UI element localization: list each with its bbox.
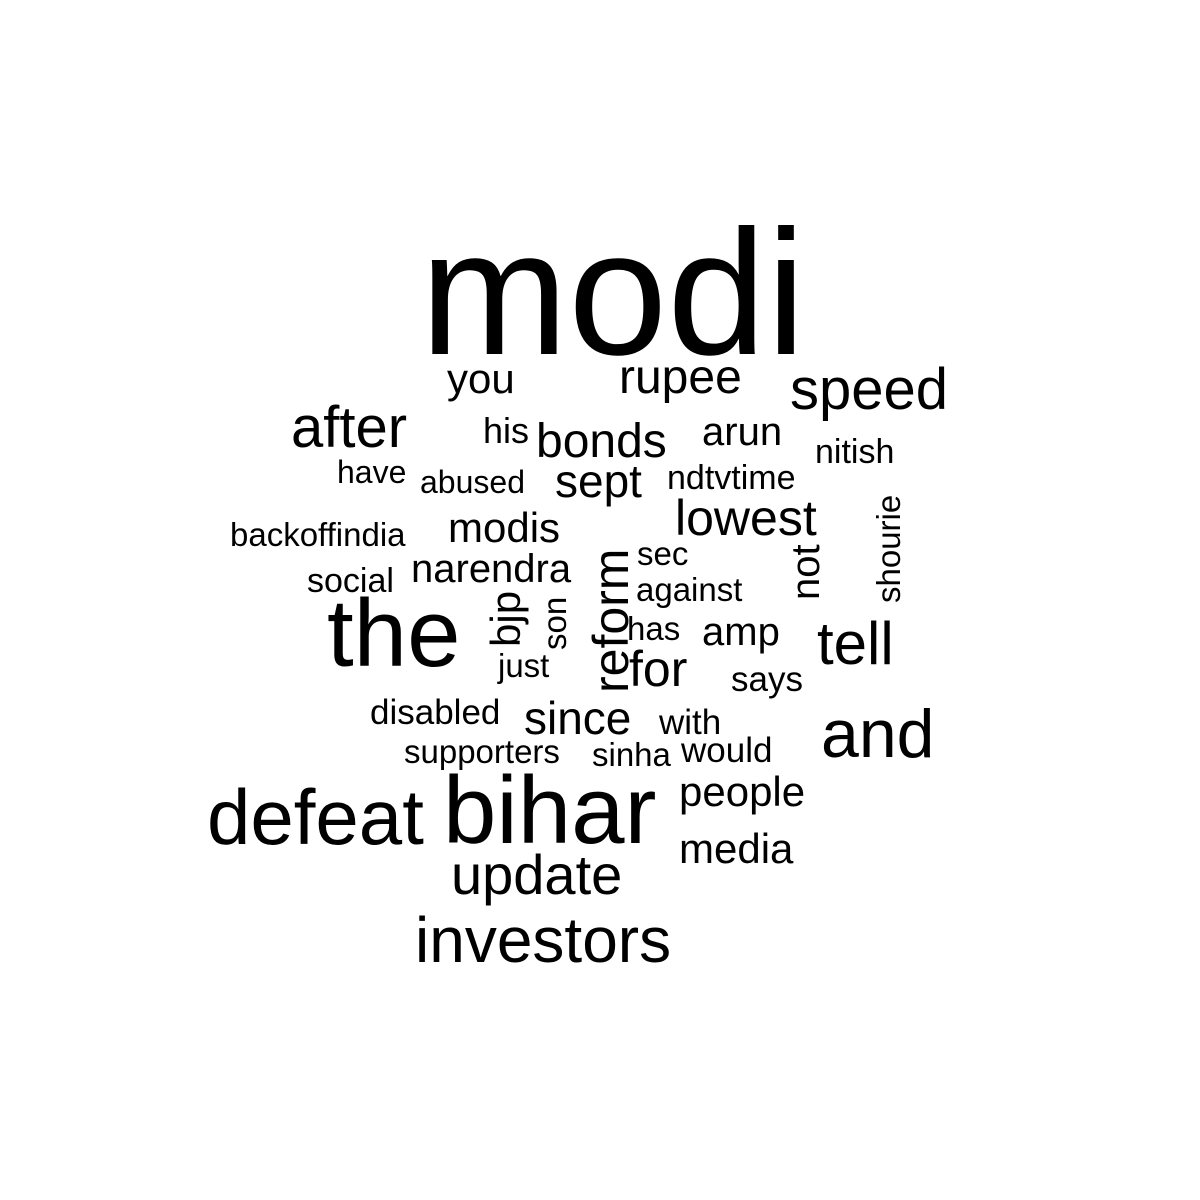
word-social: social xyxy=(307,562,394,600)
word-nitish: nitish xyxy=(815,433,895,471)
word-bonds: bonds xyxy=(536,415,667,468)
word-says: says xyxy=(731,660,803,699)
word-son: son xyxy=(536,596,573,650)
word-with: with xyxy=(659,703,722,742)
word-and: and xyxy=(821,696,935,772)
word-media: media xyxy=(679,825,794,872)
word-investors: investors xyxy=(415,904,672,976)
word-shourie: shourie xyxy=(870,494,907,603)
word-sec: sec xyxy=(637,535,689,572)
word-has: has xyxy=(627,610,681,647)
word-have: have xyxy=(337,454,407,490)
word-for: for xyxy=(629,641,688,697)
word-supporters: supporters xyxy=(404,733,560,770)
word-amp: amp xyxy=(702,610,780,654)
word-sinha: sinha xyxy=(592,736,671,773)
word-rupee: rupee xyxy=(619,351,742,404)
word-arun: arun xyxy=(702,410,783,454)
word-not: not xyxy=(784,544,828,600)
word-since: since xyxy=(524,692,632,744)
word-ndtvtime: ndtvtime xyxy=(667,459,796,497)
word-defeat: defeat xyxy=(207,773,424,861)
word-bihar: bihar xyxy=(443,757,657,864)
word-modis: modis xyxy=(448,504,561,551)
word-modi: modi xyxy=(420,193,806,392)
word-against: against xyxy=(636,571,743,608)
word-the: the xyxy=(327,580,461,687)
word-people: people xyxy=(679,768,806,815)
word-disabled: disabled xyxy=(370,693,501,732)
word-bjp: bjp xyxy=(482,590,529,647)
word-speed: speed xyxy=(790,357,949,422)
word-update: update xyxy=(451,843,623,906)
word-after: after xyxy=(291,395,408,460)
word-would: would xyxy=(681,731,773,770)
word-sept: sept xyxy=(555,455,642,507)
word-just: just xyxy=(498,647,550,684)
word-abused: abused xyxy=(420,464,525,500)
word-lowest: lowest xyxy=(675,490,817,546)
word-his: his xyxy=(483,410,530,451)
word-you: you xyxy=(447,355,515,402)
word-backoffindia: backoffindia xyxy=(230,516,406,553)
word-narendra: narendra xyxy=(411,547,572,591)
word-reform: reform xyxy=(583,548,639,693)
word-tell: tell xyxy=(817,610,894,677)
